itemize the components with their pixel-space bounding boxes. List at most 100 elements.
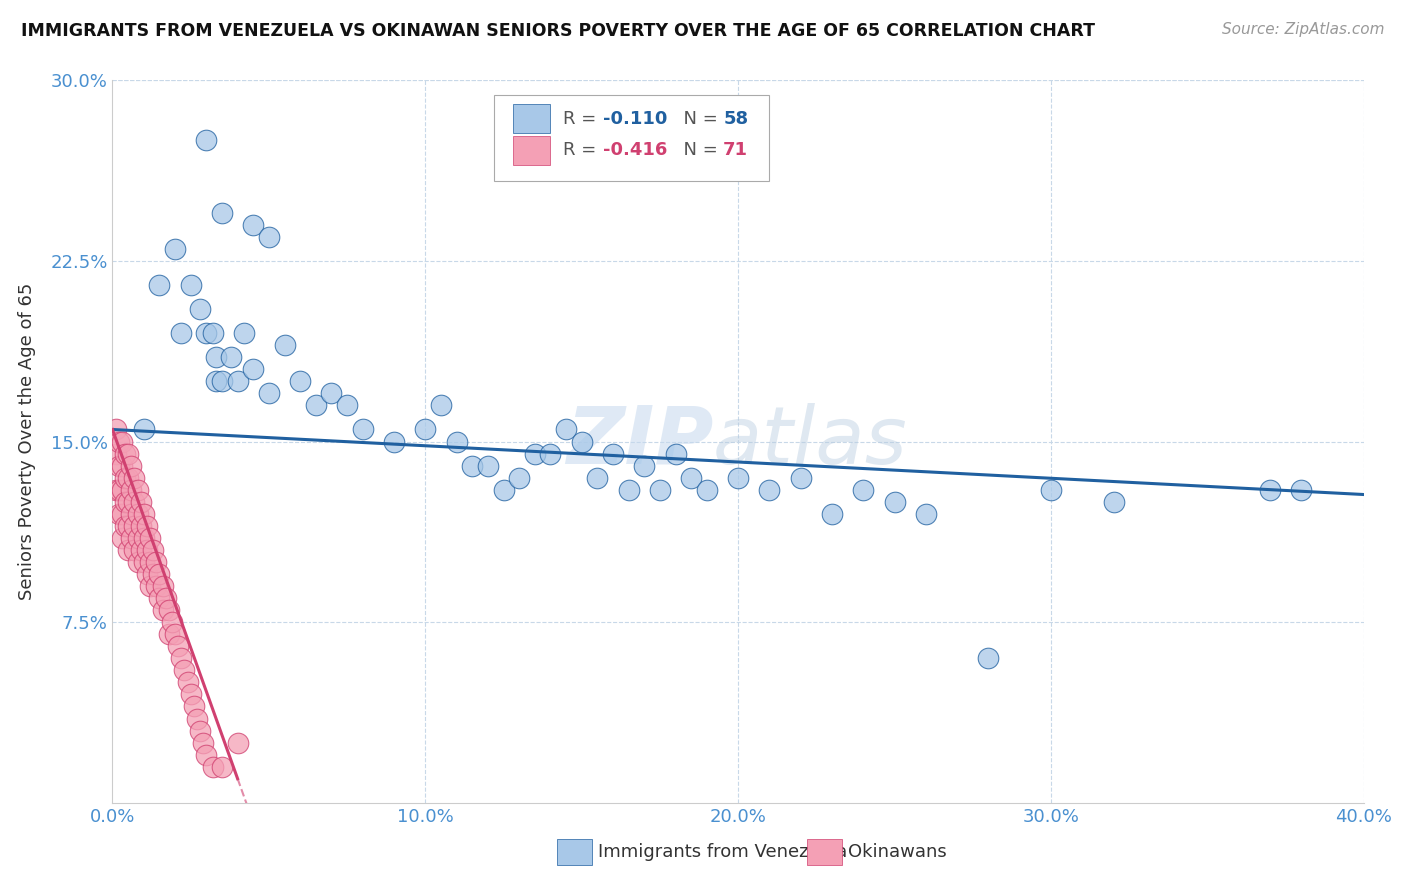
Point [211,374,233,388]
Point [127,507,149,521]
Bar [807,838,842,865]
Point [170,651,193,665]
Point [139,531,162,545]
Point [602,446,624,460]
Point [273,338,295,352]
Point [352,422,374,436]
Point [120,458,142,473]
Point [1291,483,1313,497]
Point [221,350,243,364]
Point [127,555,149,569]
Point [127,531,149,545]
Point [617,483,640,497]
Point [321,386,343,401]
Point [188,723,211,738]
Point [382,434,405,449]
Point [232,326,254,340]
FancyBboxPatch shape [494,95,769,181]
Point [120,507,142,521]
Text: Immigrants from Venezuela: Immigrants from Venezuela [598,843,848,861]
Point [523,446,546,460]
Point [257,230,280,244]
Point [648,483,671,497]
Point [186,712,208,726]
Point [183,699,205,714]
Point [883,494,905,508]
Point [821,507,844,521]
Point [157,627,180,641]
Point [201,326,224,340]
Point [129,518,152,533]
Point [571,434,593,449]
Point [124,494,146,508]
Text: atlas: atlas [713,402,908,481]
Point [111,507,134,521]
Point [107,458,129,473]
Point [107,434,129,449]
Text: R =: R = [562,141,602,160]
Point [492,483,515,497]
Bar [513,104,550,133]
Text: N =: N = [672,110,723,128]
Point [139,555,162,569]
Point [104,422,127,436]
Point [127,483,149,497]
Text: 58: 58 [723,110,748,128]
Point [135,518,157,533]
Point [633,458,655,473]
Point [188,301,211,317]
Point [211,760,233,774]
Point [114,494,136,508]
Point [111,458,134,473]
Point [148,277,170,292]
Point [117,446,139,460]
Point [157,603,180,617]
Point [124,542,146,557]
Point [135,567,157,582]
Point [120,483,142,497]
Point [176,675,198,690]
Point [180,687,202,701]
Point [152,603,174,617]
Bar [557,838,592,865]
Y-axis label: Seniors Poverty Over the Age of 65: Seniors Poverty Over the Age of 65 [18,283,37,600]
Point [135,542,157,557]
Point [139,579,162,593]
Point [142,567,165,582]
Point [148,567,170,582]
Point [173,664,195,678]
Point [758,483,780,497]
Point [180,277,202,292]
Text: Source: ZipAtlas.com: Source: ZipAtlas.com [1222,22,1385,37]
Point [132,531,155,545]
Point [696,483,718,497]
Text: -0.110: -0.110 [603,110,668,128]
Point [111,531,134,545]
Point [124,518,146,533]
Point [195,133,218,147]
Bar [513,136,550,165]
Point [114,518,136,533]
Point [790,470,813,484]
Point [540,446,562,460]
Point [226,735,249,749]
Text: ZIP: ZIP [565,402,713,481]
Point [586,470,609,484]
Point [117,470,139,484]
Point [117,494,139,508]
Point [107,507,129,521]
Point [852,483,875,497]
Point [461,458,484,473]
Point [160,615,183,630]
Text: 71: 71 [723,141,748,160]
Point [145,555,167,569]
Point [915,507,938,521]
Point [1039,483,1063,497]
Point [145,579,167,593]
Text: -0.416: -0.416 [603,141,668,160]
Text: R =: R = [562,110,602,128]
Point [1258,483,1281,497]
Point [508,470,530,484]
Point [142,542,165,557]
Point [155,591,177,605]
